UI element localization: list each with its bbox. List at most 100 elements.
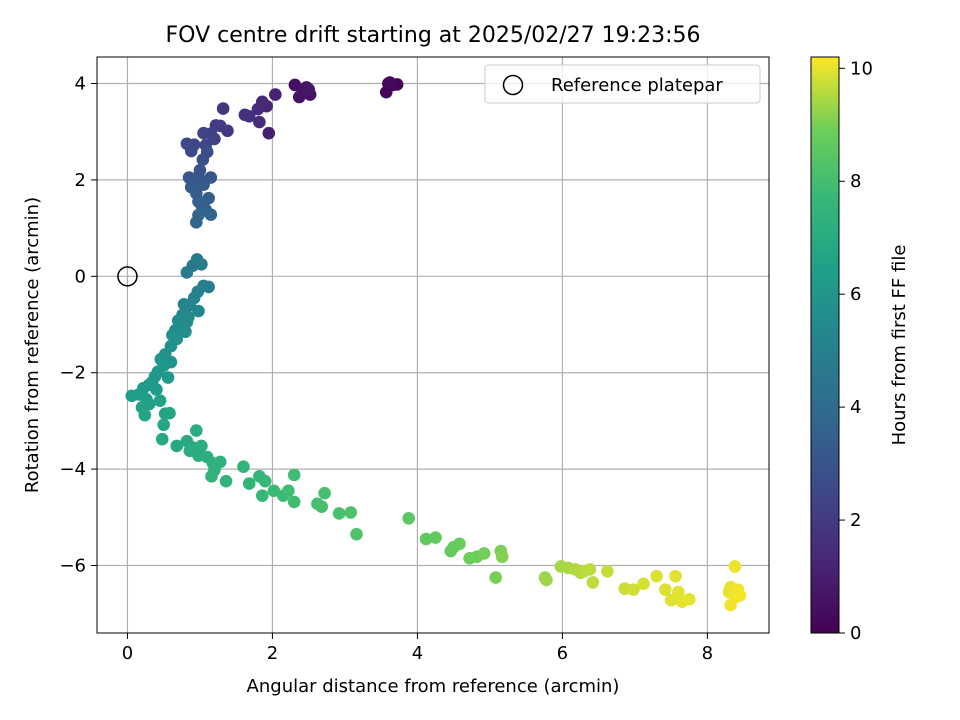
scatter-point <box>344 506 358 519</box>
scatter-point <box>664 593 678 607</box>
scatter-point <box>627 583 640 596</box>
scatter-point <box>163 406 176 420</box>
scatter-point <box>586 576 600 589</box>
x-axis-label: Angular distance from reference (arcmin) <box>247 676 620 697</box>
scatter-point <box>219 474 233 488</box>
y-tick-label: 2 <box>75 170 86 191</box>
scatter-point <box>477 547 491 560</box>
scatter-point <box>192 304 205 318</box>
scatter-point <box>242 477 256 490</box>
scatter-point <box>583 563 597 576</box>
scatter-point <box>155 432 169 446</box>
scatter-point <box>184 144 198 158</box>
legend-entry: Reference platepar <box>551 75 723 96</box>
colorbar-tick-label: 10 <box>850 58 873 79</box>
scatter-point <box>383 76 397 89</box>
colorbar-tick-label: 8 <box>850 171 861 192</box>
legend-box <box>484 64 761 104</box>
scatter-point <box>318 486 331 500</box>
scatter-point <box>238 108 252 122</box>
scatter-point <box>262 126 276 140</box>
scatter-point <box>205 470 218 483</box>
colorbar-gradient <box>810 56 840 634</box>
scatter-point <box>302 82 315 96</box>
colorbar-tick-label: 6 <box>850 284 861 305</box>
scatter-point <box>195 257 208 271</box>
scatter-points <box>125 76 747 612</box>
scatter-point <box>269 88 282 101</box>
scatter-point <box>255 489 269 502</box>
colorbar-label: Hours from first FF file <box>889 245 910 446</box>
scatter-point <box>379 85 393 99</box>
scatter-point <box>429 531 442 544</box>
y-tick-label: −6 <box>59 556 86 577</box>
scatter-point <box>208 132 221 146</box>
scatter-point <box>315 500 329 514</box>
scatter-point <box>733 589 747 602</box>
x-tick-label: 6 <box>557 643 568 664</box>
scatter-point <box>669 569 682 583</box>
scatter-point <box>150 383 163 396</box>
scatter-point <box>258 474 272 488</box>
y-tick-label: −2 <box>59 363 86 384</box>
chart-title: FOV centre drift starting at 2025/02/27 … <box>166 23 701 48</box>
scatter-point <box>267 484 281 498</box>
reference-platepar-marker <box>117 266 138 287</box>
scatter-point <box>197 126 210 140</box>
x-tick-label: 4 <box>412 643 423 664</box>
scatter-point <box>350 527 363 541</box>
y-tick-label: −4 <box>59 459 86 480</box>
scatter-point <box>682 592 696 606</box>
scatter-point <box>724 598 737 612</box>
scatter-point <box>195 439 208 453</box>
x-tick-label: 0 <box>122 643 133 664</box>
colorbar-tick-label: 4 <box>850 397 861 418</box>
scatter-point <box>237 460 250 474</box>
scatter-point <box>190 216 203 229</box>
colorbar-tick-label: 2 <box>850 510 861 531</box>
scatter-point <box>202 280 215 294</box>
scatter-point <box>170 439 184 453</box>
scatter-point <box>138 408 152 422</box>
scatter-point <box>157 418 170 432</box>
y-tick-label: 0 <box>75 266 86 287</box>
y-axis-ticks: −6 −4 −2 0 2 4 <box>59 74 97 577</box>
x-tick-label: 2 <box>267 643 278 664</box>
scatter-point <box>204 208 218 221</box>
scatter-point <box>125 389 139 403</box>
scatter-point <box>637 577 650 591</box>
y-tick-label: 4 <box>75 74 86 95</box>
scatter-point <box>650 569 663 583</box>
legend: Reference platepar <box>484 64 761 104</box>
scatter-point <box>402 511 416 525</box>
scatter-point <box>251 102 265 116</box>
scatter-point <box>180 266 194 279</box>
scatter-point <box>197 178 210 192</box>
scatter-point <box>287 468 301 482</box>
scatter-point <box>253 115 266 129</box>
scatter-point <box>216 102 230 115</box>
colorbar-tick-label: 0 <box>850 623 861 644</box>
y-axis-label: Rotation from reference (arcmin) <box>22 197 43 493</box>
scatter-point <box>190 424 203 437</box>
scatter-point <box>419 532 433 546</box>
scatter-point <box>601 565 614 578</box>
scatter-point <box>728 560 742 573</box>
x-axis-ticks: 0 2 4 6 8 <box>122 633 713 664</box>
scatter-point <box>540 573 553 587</box>
scatter-point <box>495 550 509 564</box>
scatter-point <box>332 507 346 520</box>
scatter-point <box>453 537 466 551</box>
scatter-point <box>161 371 175 384</box>
scatter-point <box>672 585 685 599</box>
x-tick-label: 8 <box>702 643 713 664</box>
scatter-point <box>659 583 672 596</box>
plot-frame <box>96 56 770 634</box>
scatter-point <box>179 325 192 339</box>
colorbar: 0 2 4 6 8 10 Hours from first FF file <box>810 56 910 644</box>
legend-marker <box>502 74 524 96</box>
scatter-point <box>287 495 301 509</box>
colorbar-ticks: 0 2 4 6 8 10 <box>839 58 873 644</box>
scatter-point <box>153 394 167 407</box>
